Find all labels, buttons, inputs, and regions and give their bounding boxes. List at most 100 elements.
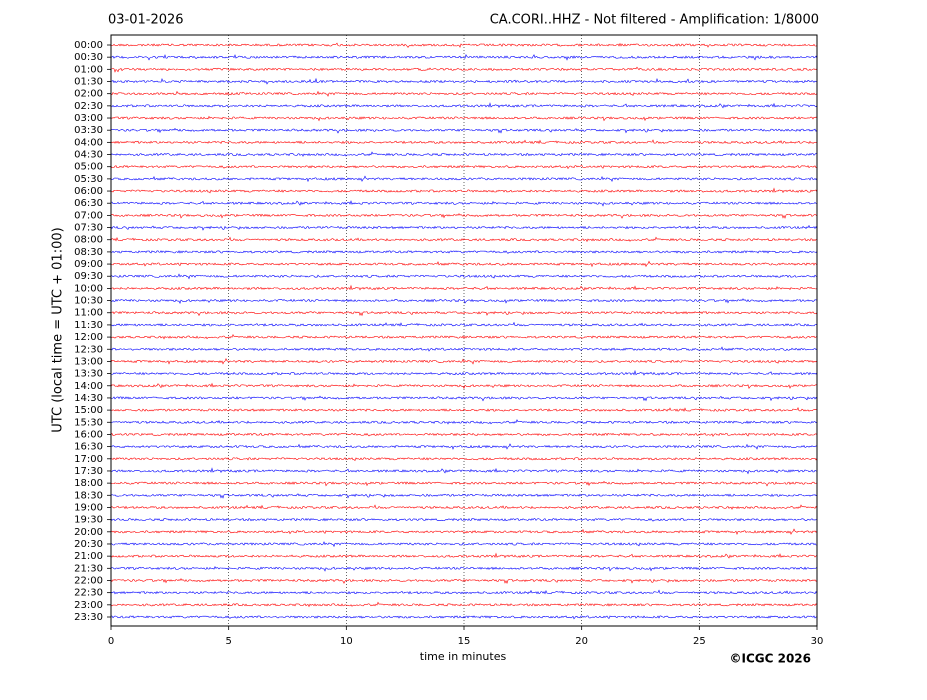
x-tick-label: 10 — [340, 636, 353, 647]
y-tick-label: 18:30 — [74, 490, 103, 501]
y-tick-label: 22:30 — [74, 588, 103, 599]
y-tick-label: 05:00 — [74, 162, 103, 173]
trace — [110, 467, 818, 475]
y-tick-label: 21:30 — [74, 563, 103, 574]
trace — [110, 53, 818, 61]
y-tick-label: 12:30 — [74, 344, 103, 355]
y-tick-label: 22:00 — [74, 575, 103, 586]
x-tick-label: 0 — [108, 636, 114, 647]
y-tick-label: 13:00 — [74, 356, 103, 367]
y-tick-label: 23:00 — [74, 600, 103, 611]
y-tick-label: 01:00 — [74, 64, 103, 75]
trace — [110, 419, 818, 425]
y-tick-label: 08:30 — [74, 247, 103, 258]
y-tick-label: 14:30 — [74, 393, 103, 404]
y-tick-label: 09:30 — [74, 271, 103, 282]
trace — [110, 541, 818, 548]
trace — [110, 528, 818, 536]
trace — [110, 615, 818, 620]
trace — [110, 151, 818, 157]
trace — [110, 321, 818, 327]
trace — [110, 200, 818, 207]
trace — [110, 406, 818, 412]
trace — [110, 346, 818, 352]
trace — [110, 432, 818, 437]
y-tick-label: 18:00 — [74, 478, 103, 489]
y-tick-label: 07:00 — [74, 210, 103, 221]
y-tick-label: 17:30 — [74, 466, 103, 477]
y-tick-label: 03:00 — [74, 113, 103, 124]
y-tick-label: 16:30 — [74, 442, 103, 453]
trace — [110, 457, 818, 462]
y-tick-label: 09:00 — [74, 259, 103, 270]
plot-frame — [110, 34, 818, 627]
y-tick-label: 02:00 — [74, 89, 103, 100]
x-tick-label: 15 — [458, 636, 471, 647]
trace — [110, 601, 818, 608]
trace — [110, 443, 818, 450]
trace — [110, 42, 818, 48]
trace — [110, 298, 818, 304]
y-tick-label: 06:30 — [74, 198, 103, 209]
y-tick-label: 03:30 — [74, 125, 103, 136]
y-tick-label: 04:00 — [74, 137, 103, 148]
y-tick-label: 13:30 — [74, 369, 103, 380]
trace — [110, 139, 818, 145]
trace — [110, 127, 818, 134]
trace — [110, 369, 818, 376]
y-tick-label: 21:00 — [74, 551, 103, 562]
trace — [110, 310, 818, 317]
x-tick-label: 5 — [225, 636, 231, 647]
y-axis-label: UTC (local time = UTC + 01:00) — [51, 227, 66, 432]
trace — [110, 90, 818, 97]
x-axis-label: time in minutes — [420, 650, 507, 663]
trace — [110, 213, 818, 219]
y-tick-label: 14:00 — [74, 381, 103, 392]
trace — [110, 115, 818, 122]
y-tick-label: 08:00 — [74, 235, 103, 246]
trace — [110, 165, 818, 170]
y-tick-label: 00:00 — [74, 40, 103, 51]
trace — [110, 333, 818, 340]
y-tick-label: 15:00 — [74, 405, 103, 416]
y-tick-label: 16:00 — [74, 429, 103, 440]
trace — [110, 284, 818, 291]
trace — [110, 66, 818, 73]
y-tick-label: 05:30 — [74, 174, 103, 185]
y-tick-label: 12:00 — [74, 332, 103, 343]
trace — [110, 236, 818, 243]
y-tick-label: 20:00 — [74, 527, 103, 538]
y-tick-label: 23:30 — [74, 612, 103, 623]
y-tick-label: 00:30 — [74, 52, 103, 63]
copyright: ©ICGC 2026 — [729, 652, 811, 666]
trace — [110, 224, 818, 231]
trace — [110, 382, 818, 390]
y-tick-label: 15:30 — [74, 417, 103, 428]
trace — [110, 260, 818, 268]
y-tick-label: 07:30 — [74, 223, 103, 234]
trace — [110, 102, 818, 109]
trace — [110, 589, 818, 595]
y-tick-label: 11:00 — [74, 308, 103, 319]
x-tick-label: 25 — [693, 636, 706, 647]
trace — [110, 517, 818, 522]
trace — [110, 187, 818, 194]
date: 03-01-2026 — [108, 13, 184, 28]
trace — [110, 273, 818, 280]
y-tick-label: 19:00 — [74, 502, 103, 513]
y-tick-label: 04:30 — [74, 150, 103, 161]
y-tick-label: 10:00 — [74, 283, 103, 294]
trace — [110, 395, 818, 402]
trace — [110, 77, 818, 85]
y-tick-label: 01:30 — [74, 77, 103, 88]
y-tick-label: 20:30 — [74, 539, 103, 550]
trace — [110, 175, 818, 183]
trace — [110, 566, 818, 572]
y-tick-label: 06:00 — [74, 186, 103, 197]
trace — [110, 250, 818, 254]
trace — [110, 504, 818, 510]
x-tick-label: 30 — [811, 636, 824, 647]
y-tick-label: 10:30 — [74, 296, 103, 307]
y-tick-label: 11:30 — [74, 320, 103, 331]
